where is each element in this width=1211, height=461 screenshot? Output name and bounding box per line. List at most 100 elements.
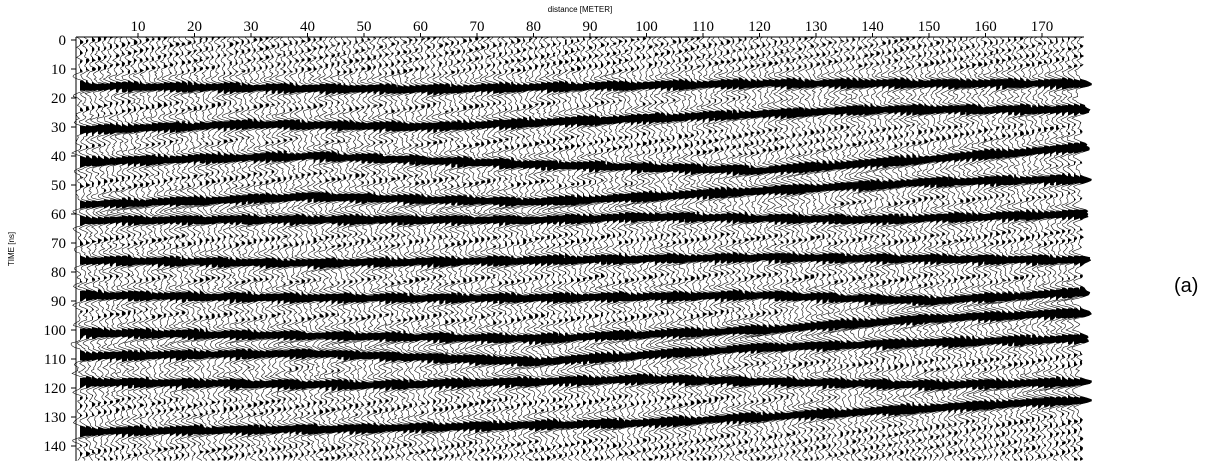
wiggle-trace [76, 36, 98, 461]
trace-line [209, 36, 230, 461]
wiggle-trace [459, 36, 482, 461]
wiggle-trace [553, 36, 578, 461]
wiggle-trace [169, 36, 194, 461]
trace-fill [744, 37, 757, 461]
wiggle-trace [505, 36, 529, 461]
trace-line [142, 36, 164, 461]
trace-line [547, 36, 571, 461]
wiggle-trace [654, 36, 679, 461]
trace-line [392, 37, 416, 461]
wiggle-trace [668, 36, 691, 461]
trace-fill [948, 38, 960, 455]
wiggle-trace [445, 36, 470, 461]
trace-line [163, 36, 188, 461]
trace-line [417, 36, 440, 461]
trace-fill [846, 37, 858, 461]
wiggle-trace [590, 36, 613, 461]
trace-fill [732, 38, 745, 461]
trace-line [435, 36, 458, 461]
trace-fill [870, 44, 882, 461]
trace-fill [606, 42, 619, 458]
trace-line [553, 36, 578, 461]
trace-line [727, 36, 751, 461]
trace-line [645, 36, 667, 461]
trace-fill [505, 42, 517, 458]
trace-line [668, 36, 691, 461]
trace-fill [343, 41, 355, 457]
panel-label: (a) [1174, 275, 1198, 297]
trace-line [505, 36, 529, 461]
wiggle-trace [129, 36, 152, 461]
wiggle-trace [966, 36, 991, 461]
trace-line [573, 37, 595, 461]
trace-fill [391, 37, 403, 458]
trace-line [176, 37, 200, 461]
trace-line [337, 37, 362, 461]
trace-line [404, 36, 428, 461]
trace-line [76, 36, 98, 461]
y-tick-label: 140 [44, 439, 67, 455]
trace-line [410, 36, 434, 461]
trace-line [475, 36, 500, 461]
wiggle-trace [122, 37, 146, 461]
trace-line [106, 36, 128, 461]
trace-line [122, 37, 146, 461]
x-axis-ticks: 10 20 30 40 50 60 70 80 90 100 110 120 130 140 150 160 1… [131, 19, 1054, 37]
trace-fill [594, 37, 607, 461]
trace-fill [954, 38, 966, 461]
trace-fill [301, 40, 314, 457]
y-tick-label: 20 [51, 91, 66, 107]
trace-fill [822, 42, 835, 458]
trace-line [775, 36, 799, 461]
trace-fill [1050, 40, 1062, 457]
wiggle-trace [518, 36, 542, 461]
trace-line [379, 36, 404, 461]
wiggle-trace [771, 36, 793, 461]
trace-line [169, 36, 194, 461]
trace-line [739, 36, 763, 461]
trace-line [771, 36, 793, 461]
trace-line [303, 36, 326, 461]
trace-line [661, 37, 685, 461]
trace-line [451, 36, 476, 461]
trace-fill [612, 42, 625, 457]
trace-line [235, 36, 260, 461]
wiggle-trace [423, 36, 446, 461]
wiggle-trace [661, 37, 685, 461]
wiggle-trace [614, 36, 637, 461]
trace-fill [1008, 37, 1020, 461]
trace-line [578, 37, 601, 461]
y-tick-label: 50 [51, 178, 66, 194]
trace-line [618, 36, 643, 461]
x-tick-label: 170 [1031, 19, 1054, 35]
wiggle-trace [906, 36, 931, 461]
trace-line [732, 36, 757, 461]
trace-line [373, 36, 398, 461]
trace-fill [1068, 37, 1080, 461]
trace-fill [499, 37, 511, 460]
trace-line [603, 36, 625, 461]
trace-fill [840, 38, 852, 461]
axis-lines [75, 36, 1084, 461]
trace-fill [451, 41, 463, 458]
radargram-plot-area [70, 36, 1092, 461]
trace-line [518, 36, 542, 461]
y-tick-label: 70 [51, 236, 66, 252]
x-tick-label: 80 [526, 19, 541, 35]
trace-line [321, 36, 344, 461]
wiggle-trace [176, 37, 200, 461]
trace-fill [750, 37, 763, 461]
trace-fill [427, 37, 439, 461]
trace-line [82, 36, 104, 461]
trace-fill [1056, 38, 1068, 461]
trace-line [202, 36, 224, 461]
y-tick-label: 100 [44, 323, 67, 339]
trace-line [289, 36, 314, 461]
trace-fill [559, 42, 571, 458]
x-tick-label: 30 [244, 19, 259, 35]
trace-line [584, 36, 607, 461]
wiggle-trace [386, 36, 410, 461]
trace-line [99, 36, 122, 461]
wiggle-trace [1070, 36, 1092, 461]
